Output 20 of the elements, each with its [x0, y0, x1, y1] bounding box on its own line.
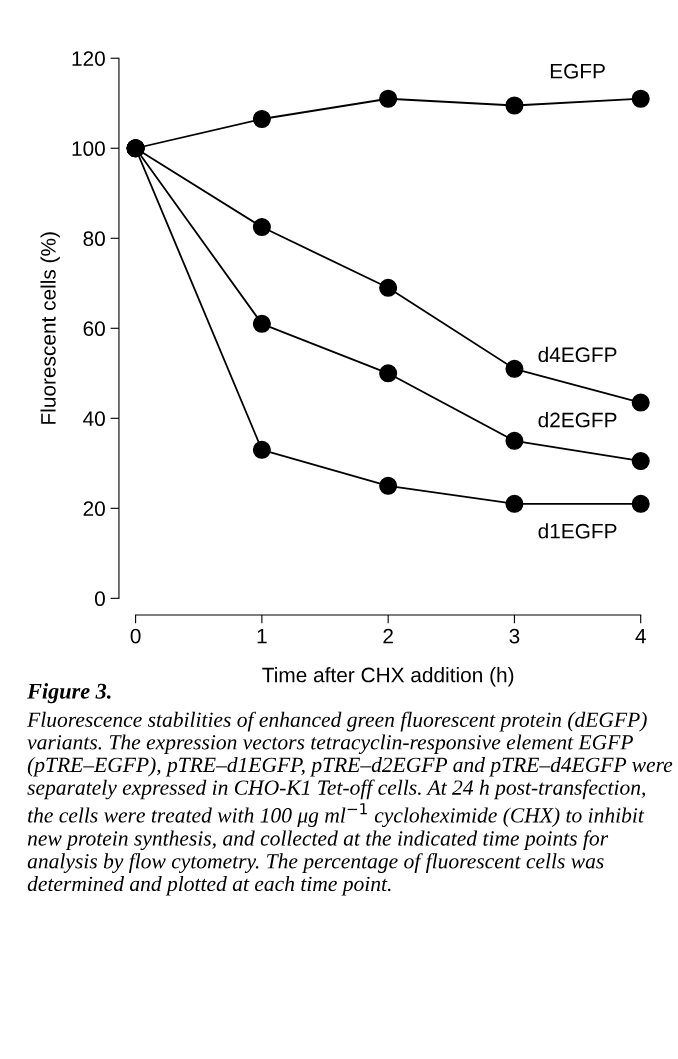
y-tick-label: 20	[83, 501, 105, 517]
text: Figure 3.	[27, 683, 111, 704]
series-label: d1EGFP	[538, 523, 617, 539]
x-tick-label: 1	[257, 628, 267, 644]
y-tick-label: 60	[83, 321, 105, 337]
x-tick-label: 3	[509, 628, 520, 644]
y-tick-label: 80	[83, 231, 105, 247]
y-tick-label: 100	[72, 141, 105, 157]
series-label: d2EGFP	[538, 412, 617, 428]
series-label: EGFP	[550, 63, 605, 79]
x-axis-title: Time after CHX addition (h)	[262, 667, 514, 687]
text: Fluorescence stabilities of enhanced green fluorescent protein (dEGFP) variants. The expression vectors tetracyclin-responsive element EGFP (pTRE–EGFP), pTRE–d1EGFP, pTRE–d2EGFP and pTRE–d4EGFP were separately expressed in CHO-K1 Tet-off cells. At 24 h post-transfection, the cells were treated with 100 μg ml$^{−1}$ cycloheximide (CHX) to inhibit new protein synthesis, and collected at the indicated time points for analysis by flow cytometry. The percentage of fluorescent cells was determined and plotted at each time point.	[27, 711, 673, 896]
x-tick-label: 4	[635, 628, 646, 644]
y-axis-title: Fluorescent cells (%)	[40, 232, 60, 424]
y-tick-label: 0	[94, 591, 105, 607]
y-tick-label: 120	[72, 51, 105, 66]
x-tick-label: 2	[383, 628, 393, 644]
y-tick-label: 40	[83, 411, 105, 427]
x-tick-label: 0	[130, 628, 141, 644]
series-label: d4EGFP	[538, 346, 617, 363]
